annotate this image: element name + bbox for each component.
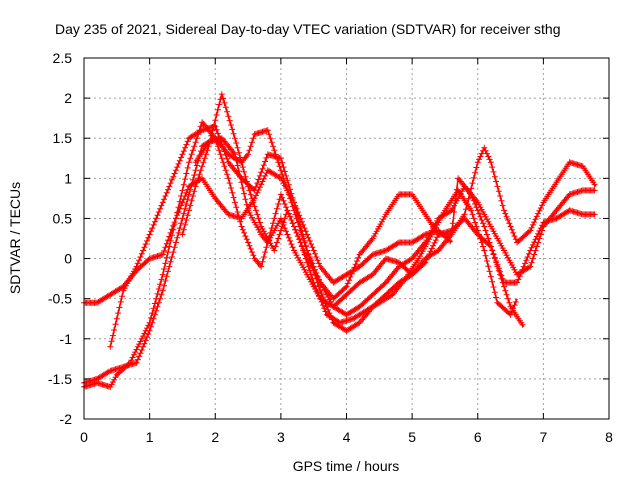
ticks: 0 1 2 3 4 5 6 7 8 -2 -1.5 -1 -0.5 0 0.5 1 1.5 2 2.5 xyxy=(48,50,613,445)
chart-title: Day 235 of 2021, Sidereal Day-to-day VTE… xyxy=(55,21,561,37)
series-markers xyxy=(81,135,598,386)
x-tick-label: 2 xyxy=(211,429,219,445)
y-axis-title: SDTVAR / TECUs xyxy=(7,182,23,294)
x-tick-label: 3 xyxy=(277,429,285,445)
x-tick-label: 7 xyxy=(539,429,547,445)
x-tick-label: 8 xyxy=(605,429,613,445)
x-tick-label: 5 xyxy=(408,429,416,445)
series-trace-2 xyxy=(81,135,598,386)
y-tick-label: 1.5 xyxy=(53,130,73,146)
y-tick-label: 0 xyxy=(64,251,72,267)
y-tick-label: -1.5 xyxy=(48,371,72,387)
y-tick-label: -2 xyxy=(60,411,73,427)
x-tick-label: 6 xyxy=(474,429,482,445)
x-axis-title: GPS time / hours xyxy=(293,458,400,474)
series-line xyxy=(83,137,597,384)
y-tick-label: 1 xyxy=(64,170,72,186)
y-tick-label: 2.5 xyxy=(53,50,73,66)
series-markers xyxy=(179,91,519,326)
x-tick-label: 0 xyxy=(80,429,88,445)
series-trace-6 xyxy=(192,135,526,328)
y-tick-label: -0.5 xyxy=(48,291,72,307)
x-tick-label: 1 xyxy=(146,429,154,445)
y-tick-label: -1 xyxy=(60,331,73,347)
series-group xyxy=(81,91,598,390)
y-tick-label: 2 xyxy=(64,90,72,106)
y-tick-label: 0.5 xyxy=(53,210,73,226)
grid xyxy=(84,58,609,419)
x-tick-label: 4 xyxy=(343,429,351,445)
series-trace-5 xyxy=(179,91,519,326)
series-markers xyxy=(192,135,526,328)
